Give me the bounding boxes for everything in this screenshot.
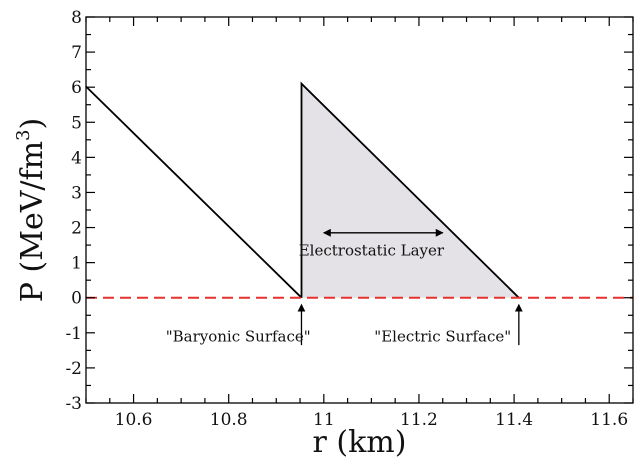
- y-tick-label: 6: [71, 78, 82, 98]
- y-tick-label: 7: [71, 43, 82, 63]
- y-axis-title-close: ): [15, 118, 50, 130]
- electric-surface-label: "Electric Surface": [374, 327, 511, 345]
- baryonic-surface-label: "Baryonic Surface": [166, 327, 311, 345]
- x-tick-label: 11.4: [495, 410, 533, 430]
- y-tick-label: -2: [65, 359, 82, 379]
- y-tick-label: 0: [71, 289, 82, 309]
- y-tick-label: 2: [71, 219, 82, 239]
- electrostatic-layer-label: Electrostatic Layer: [299, 241, 445, 259]
- y-tick-label: 4: [71, 148, 82, 168]
- y-tick-label: -3: [65, 394, 82, 414]
- pressure-curve-1: [85, 85, 303, 299]
- y-tick-label: -1: [65, 324, 82, 344]
- x-tick-label: 11.2: [400, 410, 438, 430]
- x-tick-label: 11: [313, 410, 335, 430]
- x-tick-label: 11.6: [590, 410, 628, 430]
- y-tick-label: 3: [71, 183, 82, 203]
- y-tick-label: 5: [71, 113, 82, 133]
- pressure-curve-2: [300, 81, 520, 299]
- y-axis-title-base: P (MeV/fm: [15, 141, 50, 302]
- x-tick-label: 10.8: [210, 410, 248, 430]
- y-tick-label: 8: [71, 8, 82, 28]
- x-axis-title: r (km): [313, 425, 407, 459]
- y-tick-label: 1: [71, 254, 82, 274]
- y-axis-title-superscript: 3: [13, 130, 34, 141]
- y-axis-title: P (MeV/fm3): [13, 118, 50, 302]
- x-tick-label: 10.6: [115, 410, 153, 430]
